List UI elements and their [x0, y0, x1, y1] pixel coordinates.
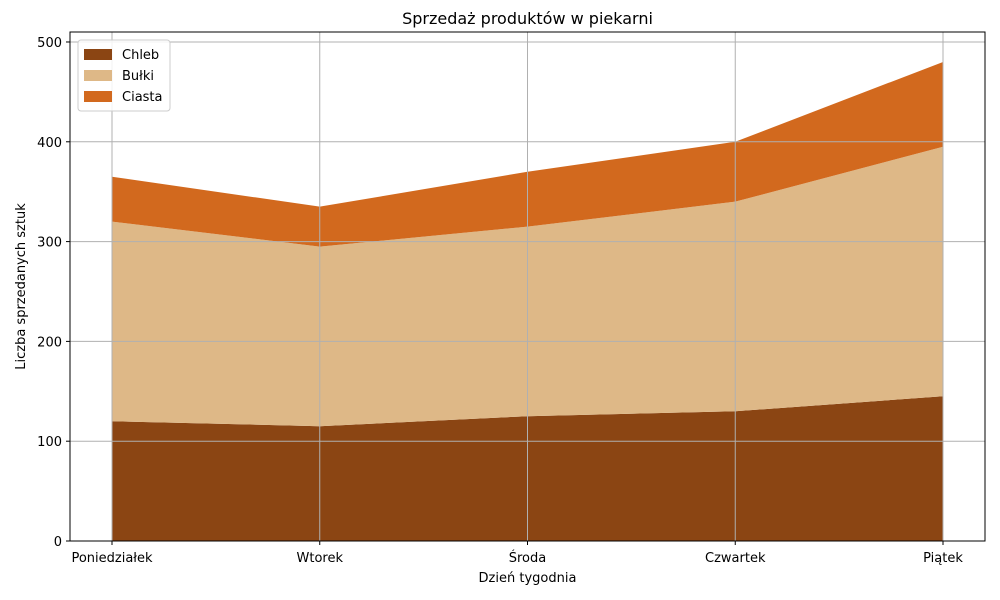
y-tick-label: 500 — [37, 36, 62, 51]
y-axis-title: Liczba sprzedanych sztuk — [14, 203, 29, 370]
legend-swatch — [84, 49, 112, 60]
y-tick-label: 300 — [37, 236, 62, 251]
legend-label: Chleb — [122, 48, 159, 63]
x-tick-label: Poniedziałek — [71, 551, 153, 566]
legend-label: Ciasta — [122, 90, 163, 105]
x-tick-label: Środa — [509, 550, 546, 566]
x-ticks: Poniedziałek Wtorek Środa Czwartek Piątek — [71, 541, 963, 566]
chart-title: Sprzedaż produktów w piekarni — [402, 9, 653, 28]
grid-layer — [70, 32, 985, 542]
legend-swatch — [84, 91, 112, 102]
y-tick-label: 200 — [37, 335, 62, 350]
legend-label: Bułki — [122, 69, 154, 84]
x-tick-label: Czwartek — [705, 551, 766, 566]
y-tick-label: 100 — [37, 435, 62, 450]
x-tick-label: Wtorek — [297, 551, 344, 566]
y-tick-label: 400 — [37, 136, 62, 151]
y-ticks: 0 100 200 300 400 500 — [37, 36, 70, 550]
x-tick-label: Piątek — [923, 551, 963, 566]
legend: Chleb Bułki Ciasta — [77, 39, 171, 112]
legend-swatch — [84, 70, 112, 81]
x-axis-title: Dzień tygodnia — [479, 571, 577, 586]
y-tick-label: 0 — [54, 535, 62, 550]
